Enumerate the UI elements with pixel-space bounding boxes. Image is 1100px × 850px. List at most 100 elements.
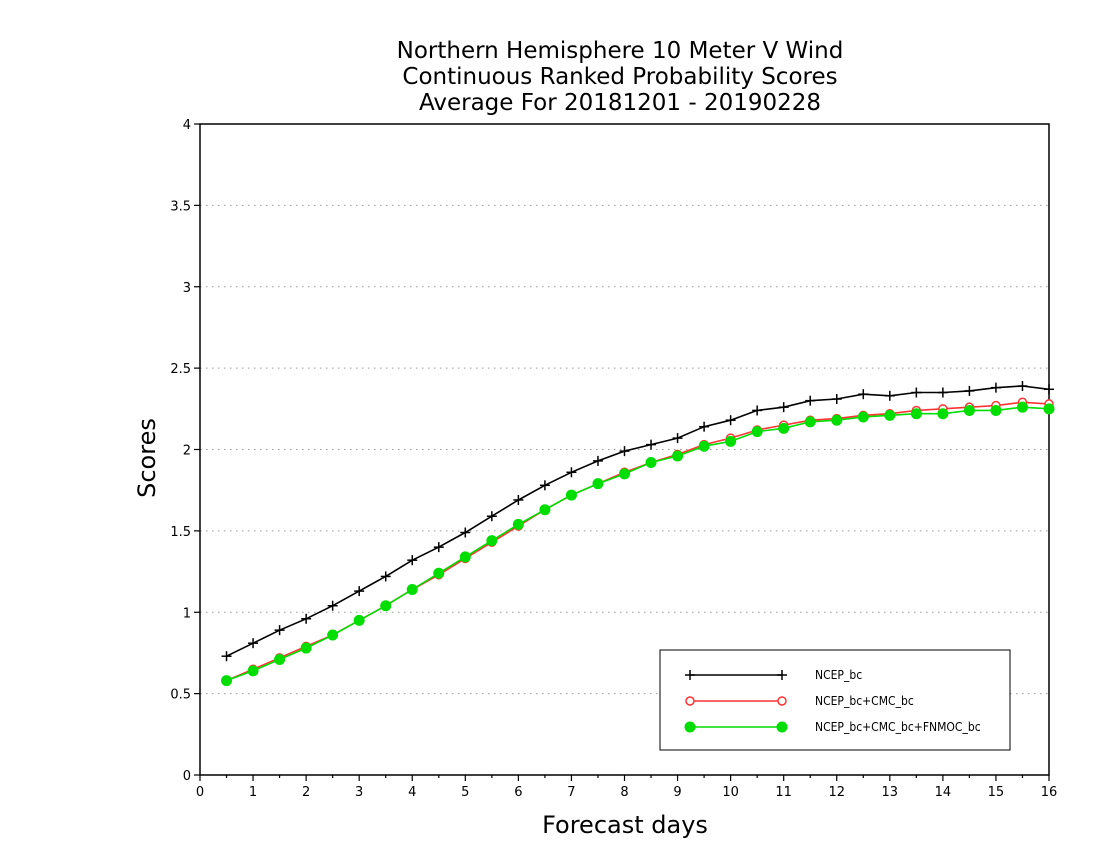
- data-point: [963, 404, 975, 416]
- data-point: [513, 494, 524, 505]
- data-point: [247, 665, 259, 677]
- data-point: [380, 600, 392, 612]
- data-point: [990, 382, 1001, 393]
- data-point: [539, 504, 551, 516]
- x-tick-label: 15: [988, 785, 1005, 800]
- x-tick-label: 13: [882, 785, 899, 800]
- data-point: [990, 404, 1002, 416]
- data-point: [433, 542, 444, 553]
- legend-label: NCEP_bc+CMC_bc: [815, 694, 914, 708]
- x-tick-label: 6: [514, 785, 522, 800]
- data-point: [646, 439, 657, 450]
- x-tick-label: 8: [620, 785, 628, 800]
- data-point: [831, 394, 842, 405]
- y-tick-label: 4: [183, 118, 191, 133]
- data-point: [592, 455, 603, 466]
- data-point: [1016, 401, 1028, 413]
- x-tick-label: 1: [249, 785, 257, 800]
- data-point: [327, 600, 338, 611]
- x-axis: 0 1 2 3 4 5 6 7 8 9 10 11 12 13 14 15 16: [196, 775, 1057, 800]
- series-line: [226, 385, 1050, 657]
- y-tick-label: 1.5: [170, 525, 191, 540]
- series-1: [221, 397, 1054, 686]
- data-point: [460, 527, 471, 538]
- data-point: [725, 415, 736, 426]
- data-point: [486, 535, 498, 547]
- data-point: [301, 613, 312, 624]
- data-point: [353, 614, 365, 626]
- legend-marker: [685, 670, 695, 680]
- data-point: [805, 395, 816, 406]
- data-point: [884, 390, 895, 401]
- data-point: [752, 405, 763, 416]
- data-point: [964, 385, 975, 396]
- y-tick-label: 0: [183, 769, 191, 784]
- data-point: [910, 408, 922, 420]
- data-point: [778, 402, 789, 413]
- x-tick-label: 5: [461, 785, 469, 800]
- data-point: [248, 638, 259, 649]
- data-point: [221, 651, 232, 662]
- data-point: [858, 389, 869, 400]
- x-tick-label: 12: [828, 785, 845, 800]
- legend-item: NCEP_bc+CMC_bc: [685, 694, 914, 708]
- series-0: [221, 381, 1054, 662]
- x-tick-label: 2: [302, 785, 310, 800]
- data-point: [619, 468, 630, 480]
- legend-label: NCEP_bc+CMC_bc+FNMOC_bc: [815, 720, 981, 734]
- chart-title: Northern Hemisphere 10 Meter V WindConti…: [397, 38, 844, 116]
- x-tick-label: 11: [775, 785, 792, 800]
- legend-marker: [685, 696, 695, 706]
- x-tick-label: 14: [935, 785, 952, 800]
- data-point: [274, 625, 285, 636]
- y-tick-label: 3: [183, 281, 191, 296]
- y-axis: 0 0.5 1 1.5 2 2.5 3 3.5 4: [170, 118, 200, 784]
- data-point: [857, 411, 869, 423]
- legend-item: NCEP_bc+CMC_bc+FNMOC_bc: [684, 720, 981, 734]
- data-point: [699, 421, 710, 432]
- data-point: [831, 414, 843, 426]
- data-point: [539, 480, 550, 491]
- legend-marker: [776, 721, 788, 733]
- data-point: [672, 450, 684, 462]
- series: [221, 381, 1055, 687]
- data-point: [645, 457, 657, 469]
- data-point: [406, 583, 418, 595]
- x-tick-label: 16: [1041, 785, 1058, 800]
- data-point: [725, 435, 737, 447]
- data-point: [566, 467, 577, 478]
- legend-box: [659, 649, 1011, 751]
- data-point: [486, 511, 497, 522]
- series-2: [221, 401, 1055, 687]
- y-tick-label: 2.5: [170, 362, 191, 377]
- data-point: [804, 416, 816, 428]
- data-point: [512, 518, 524, 530]
- x-tick-label: 0: [196, 785, 204, 800]
- chart-title-line: Continuous Ranked Probability Scores: [402, 64, 837, 90]
- y-tick-label: 2: [183, 444, 191, 459]
- data-point: [380, 571, 391, 582]
- y-tick-label: 0.5: [170, 688, 191, 703]
- data-point: [407, 555, 418, 566]
- data-point: [1043, 403, 1055, 415]
- data-point: [459, 551, 471, 563]
- data-point: [672, 433, 683, 444]
- data-point: [884, 409, 896, 421]
- data-point: [300, 642, 312, 654]
- data-point: [778, 422, 790, 434]
- x-tick-label: 7: [567, 785, 575, 800]
- data-point: [274, 653, 286, 665]
- x-tick-label: 10: [722, 785, 739, 800]
- legend-marker: [777, 696, 787, 706]
- y-tick-label: 1: [183, 606, 191, 621]
- legend-marker: [684, 721, 696, 733]
- data-point: [911, 387, 922, 398]
- data-point: [327, 629, 339, 641]
- legend-marker: [777, 670, 787, 680]
- y-axis-label: Scores: [133, 418, 161, 498]
- legend: NCEP_bc NCEP_bc+CMC_bc NCEP_bc+CMC_bc+FNMO…: [659, 649, 1011, 751]
- x-tick-label: 4: [408, 785, 416, 800]
- data-point: [1044, 384, 1054, 395]
- data-point: [751, 426, 763, 438]
- data-point: [565, 489, 577, 501]
